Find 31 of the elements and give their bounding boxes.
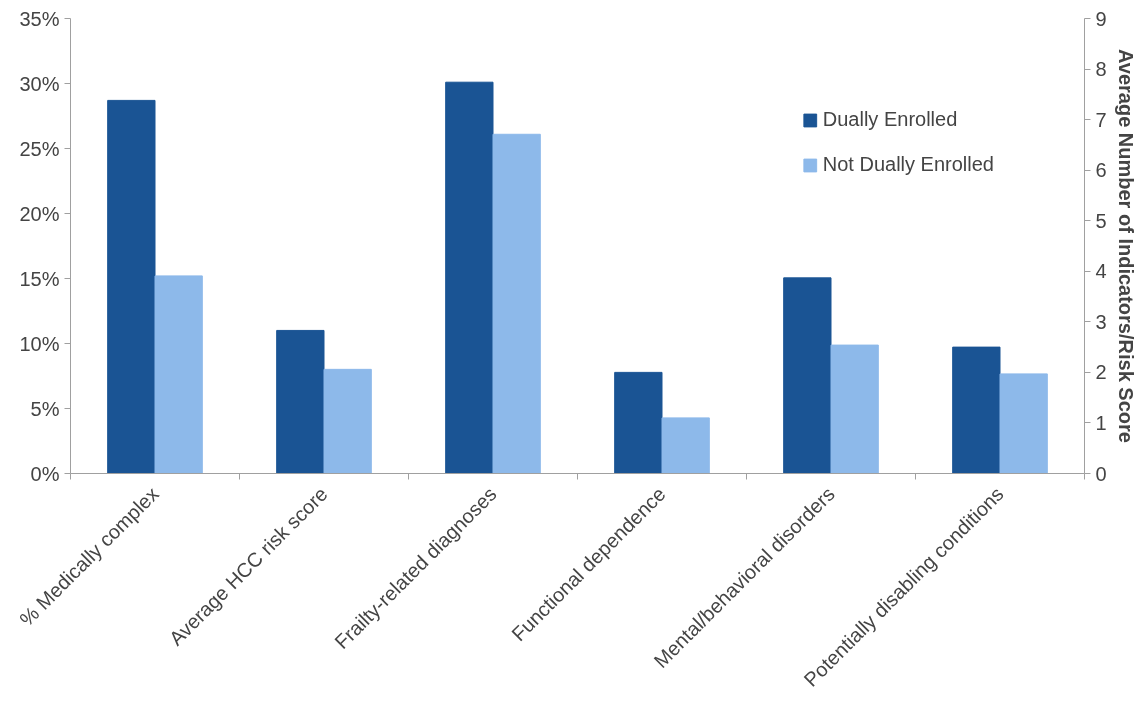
bar (783, 277, 832, 474)
bar (830, 344, 879, 474)
legend-label: Not Dually Enrolled (822, 153, 994, 176)
y2-axis-title: Average Number of Indicators/Risk Score (1114, 49, 1137, 443)
bar (952, 346, 1001, 474)
y2-tick-label: 6 (1095, 159, 1107, 182)
bar (492, 133, 541, 474)
bar (445, 81, 494, 474)
bar (323, 368, 372, 474)
y2-tick-label: 4 (1095, 260, 1107, 283)
bar (661, 417, 710, 474)
y2-tick-label: 2 (1095, 361, 1107, 384)
y-tick-label: 35% (19, 7, 60, 30)
y-tick-label: 5% (30, 397, 60, 420)
y2-tick-label: 1 (1095, 411, 1107, 434)
legend-label: Dually Enrolled (822, 108, 958, 131)
y-tick-label: 15% (19, 267, 60, 290)
y2-tick-label: 8 (1095, 58, 1107, 81)
y-tick-label: 10% (19, 332, 60, 355)
y2-tick-label: 9 (1095, 7, 1107, 30)
bar (276, 329, 325, 474)
y-tick-label: 0% (30, 462, 60, 485)
bar (999, 373, 1048, 474)
y2-tick-label: 0 (1095, 462, 1107, 485)
y-tick-label: 20% (19, 202, 60, 225)
y2-tick-label: 7 (1095, 108, 1107, 131)
y-tick-label: 25% (19, 137, 60, 160)
y2-tick-label: 5 (1095, 209, 1107, 232)
y2-tick-label: 3 (1095, 310, 1107, 333)
y-tick-label: 30% (19, 72, 60, 95)
bar (614, 371, 663, 474)
